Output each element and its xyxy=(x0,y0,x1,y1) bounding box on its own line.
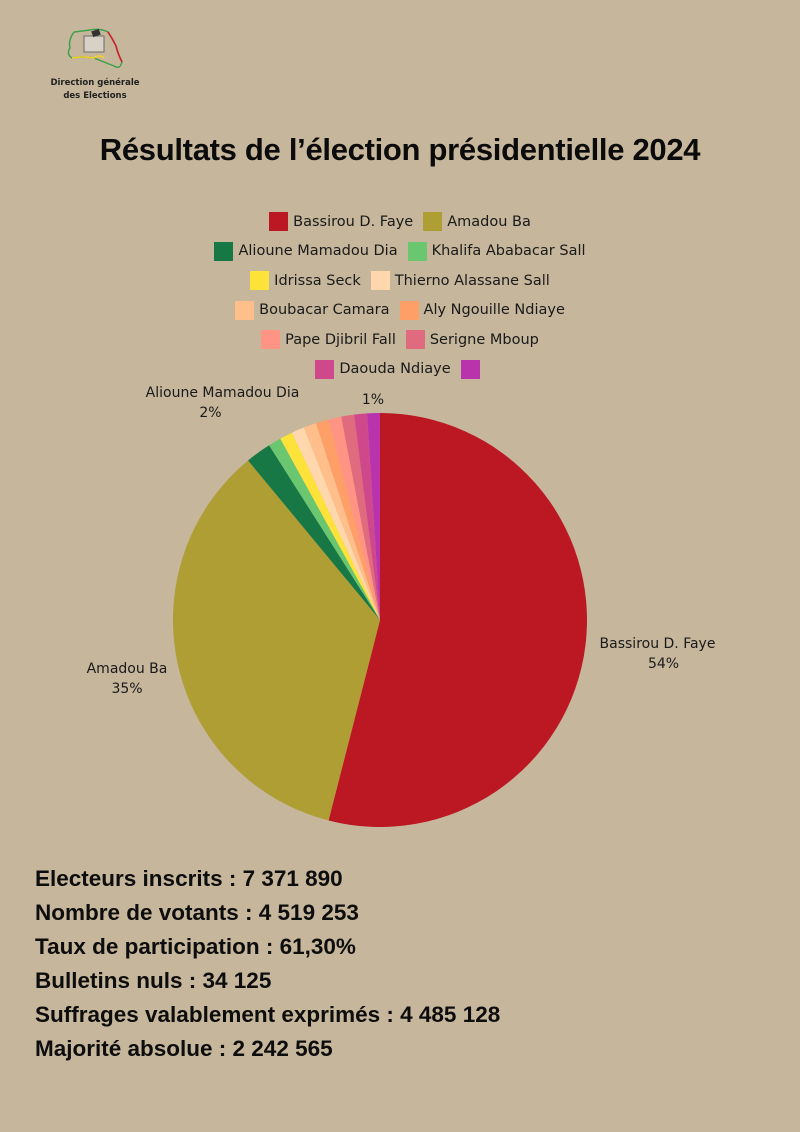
pie-slice xyxy=(173,460,380,821)
legend-item-fall: Pape Djibril Fall xyxy=(261,330,396,350)
legend-label: Aly Ngouille Ndiaye xyxy=(423,302,565,319)
pie-label-pct: 54% xyxy=(647,656,680,672)
legend-swatch xyxy=(250,271,270,291)
stat-registered-voters: Electeurs inscrits : 7 371 890 xyxy=(35,866,343,891)
pie-label-faye: Bassirou D. Faye 54% xyxy=(585,634,730,674)
legend-swatch xyxy=(315,359,335,379)
pie-label-pct: 35% xyxy=(111,681,143,697)
legend-label: Bassirou D. Faye xyxy=(293,213,414,230)
pie-slice xyxy=(269,438,380,620)
legend-label: Boubacar Camara xyxy=(259,302,390,319)
legend-row: Boubacar Camara Aly Ngouille Ndiaye xyxy=(0,296,800,326)
legend-item-faye: Bassirou D. Faye xyxy=(269,212,414,232)
legend-item-dia: Alioune Mamadou Dia xyxy=(214,241,398,261)
logo-line-2: des Elections xyxy=(63,91,127,101)
legend-item-khalifa-sall: Khalifa Ababacar Sall xyxy=(407,241,586,261)
legend-swatch xyxy=(399,300,419,320)
pie-slice xyxy=(316,419,380,620)
page-title: Résultats de l’élection présidentielle 2… xyxy=(99,132,701,167)
legend-label: Serigne Mboup xyxy=(429,331,539,348)
legend-label: Daouda Ndiaye xyxy=(339,361,451,378)
legend-row: Idrissa Seck Thierno Alassane Sall xyxy=(0,266,800,296)
pie-label-name: Alioune Mamadou Dia xyxy=(145,385,300,401)
legend-item-ba: Amadou Ba xyxy=(423,212,531,232)
pie-label-small: 1% xyxy=(350,390,396,410)
senegal-map-ballot-icon xyxy=(67,28,123,69)
legend-label: Khalifa Ababacar Sall xyxy=(431,243,586,260)
legend-swatch xyxy=(370,271,390,291)
pie-slice xyxy=(280,432,380,620)
pie-label-dia: Alioune Mamadou Dia 2% xyxy=(125,383,320,423)
logo-line-1: Direction générale xyxy=(50,78,140,88)
legend-item-daouda-ndiaye: Daouda Ndiaye xyxy=(315,359,451,379)
legend-swatch xyxy=(214,241,234,261)
legend-swatch xyxy=(235,300,255,320)
legend-item-thierno-sall: Thierno Alassane Sall xyxy=(370,271,550,291)
stat-null-ballots: Bulletins nuls : 34 125 xyxy=(35,968,272,993)
legend-label: Thierno Alassane Sall xyxy=(394,272,550,289)
legend-row: Daouda Ndiaye xyxy=(0,355,800,385)
pie-slice xyxy=(328,413,588,828)
pie-label-name: Bassirou D. Faye xyxy=(599,636,716,652)
pie-slice xyxy=(303,423,380,620)
pie-label-name: Amadou Ba xyxy=(86,661,168,677)
legend-item-camara: Boubacar Camara xyxy=(235,300,390,320)
legend-swatch xyxy=(405,330,425,350)
legend-label: Alioune Mamadou Dia xyxy=(238,243,398,260)
pie-label-pct: 1% xyxy=(361,392,385,408)
legend-row: Bassirou D. Faye Amadou Ba xyxy=(0,207,800,237)
dge-logo: Direction générale des Elections xyxy=(40,22,150,102)
stat-valid-votes: Suffrages valablement exprimés : 4 485 1… xyxy=(35,1002,501,1027)
pie-slice xyxy=(367,413,380,620)
stat-voters: Nombre de votants : 4 519 253 xyxy=(35,900,359,925)
legend-label: Pape Djibril Fall xyxy=(285,331,396,348)
legend-label: Amadou Ba xyxy=(447,213,531,230)
legend-row: Alioune Mamadou Dia Khalifa Ababacar Sal… xyxy=(0,237,800,267)
pie-slice xyxy=(248,445,380,620)
legend-swatch xyxy=(269,212,289,232)
chart-legend: Bassirou D. Faye Amadou Ba Alioune Mamad… xyxy=(0,207,800,384)
pie-slice xyxy=(328,416,380,620)
legend-swatch xyxy=(407,241,427,261)
pie-slice xyxy=(354,413,380,620)
pie-slices xyxy=(173,413,588,828)
stat-turnout: Taux de participation : 61,30% xyxy=(35,934,356,959)
stat-absolute-majority: Majorité absolue : 2 242 565 xyxy=(35,1036,333,1061)
legend-item-aly-ndiaye: Aly Ngouille Ndiaye xyxy=(399,300,565,320)
election-stats: Electeurs inscrits : 7 371 890 Nombre de… xyxy=(35,862,500,1066)
pie-slice xyxy=(291,427,380,620)
legend-label: Idrissa Seck xyxy=(274,272,361,289)
legend-swatch xyxy=(460,359,480,379)
legend-item-unlabeled xyxy=(460,359,485,379)
legend-row: Pape Djibril Fall Serigne Mboup xyxy=(0,325,800,355)
legend-item-mboup: Serigne Mboup xyxy=(405,330,539,350)
legend-swatch xyxy=(423,212,443,232)
pie-slice xyxy=(341,414,380,620)
pie-chart xyxy=(173,413,588,828)
legend-swatch xyxy=(261,330,281,350)
pie-label-pct: 2% xyxy=(199,405,222,421)
legend-item-seck: Idrissa Seck xyxy=(250,271,361,291)
pie-label-ba: Amadou Ba 35% xyxy=(72,659,182,699)
